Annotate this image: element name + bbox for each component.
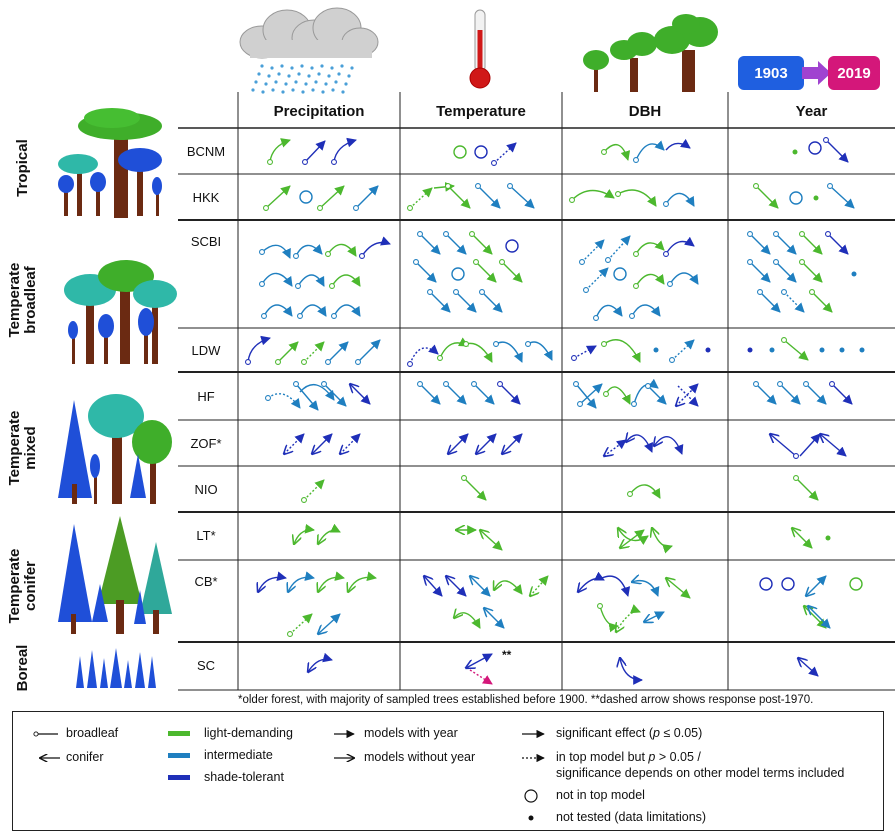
year-start-badge: 1903 — [738, 56, 804, 90]
tropical-trees-icon — [58, 108, 162, 218]
legend-models-with-year-label: models with year — [364, 726, 458, 740]
column-header-year: Year — [795, 102, 828, 120]
legend-intermediate-label: intermediate — [204, 748, 273, 762]
temperate-mixed-trees-icon — [58, 394, 172, 504]
legend-not-in-top-model-label: not in top model — [556, 788, 645, 802]
legend-conifer-label: conifer — [66, 750, 104, 764]
temperate-broadleaf-trees-icon — [64, 260, 177, 364]
legend-broadleaf-label: broadleaf — [66, 726, 119, 740]
site-label-nio: NIO — [194, 482, 218, 497]
sc-temperature-note: ** — [502, 648, 512, 662]
year-end-badge: 2019 — [828, 56, 880, 90]
not-tested-symbol — [528, 815, 534, 821]
shade-tolerant-swatch — [168, 775, 190, 780]
intermediate-swatch — [168, 753, 190, 758]
trees-dbh-icon — [583, 14, 718, 92]
column-header-temperature: Temperature — [436, 102, 526, 120]
not-in-top-model-symbol — [524, 789, 538, 803]
site-label-cb: CB* — [194, 574, 218, 589]
site-label-ldw: LDW — [191, 343, 221, 358]
legend-shade-tolerant-label: shade-tolerant — [204, 770, 284, 784]
site-label-hkk: HKK — [192, 190, 220, 205]
legend-symbols — [33, 729, 545, 821]
table-grid — [178, 92, 895, 691]
legend-top-model-label-line2: significance depends on other model term… — [556, 766, 845, 780]
column-header-dbh: DBH — [628, 102, 662, 120]
legend-significant-effect-label: significant effect (p ≤ 0.05) — [556, 726, 703, 740]
legend-light-demanding-label: light-demanding — [204, 726, 293, 740]
thermometer-icon — [469, 9, 491, 89]
site-label-bcnm: BCNM — [186, 144, 226, 159]
site-label-hf: HF — [197, 389, 215, 404]
legend — [12, 711, 884, 831]
rain-cloud-icon — [239, 7, 379, 94]
column-header-precipitation: Precipitation — [273, 102, 365, 120]
legend-not-tested-label: not tested (data limitations) — [556, 810, 707, 824]
effects-symbols-layer — [245, 137, 865, 700]
light-demanding-swatch — [168, 731, 190, 736]
year-arrow-icon — [802, 61, 831, 85]
boreal-trees-icon — [76, 648, 156, 688]
site-label-lt: LT* — [196, 528, 216, 543]
temperate-conifer-trees-icon — [58, 516, 172, 634]
footnote: *older forest, with majority of sampled … — [238, 694, 814, 706]
site-label-zof: ZOF* — [190, 436, 222, 451]
legend-models-without-year-label: models without year — [364, 750, 476, 764]
legend-top-model-label: in top model but p > 0.05 / — [556, 750, 701, 764]
site-label-sc: SC — [196, 658, 216, 673]
site-label-scbi: SCBI — [190, 234, 222, 249]
